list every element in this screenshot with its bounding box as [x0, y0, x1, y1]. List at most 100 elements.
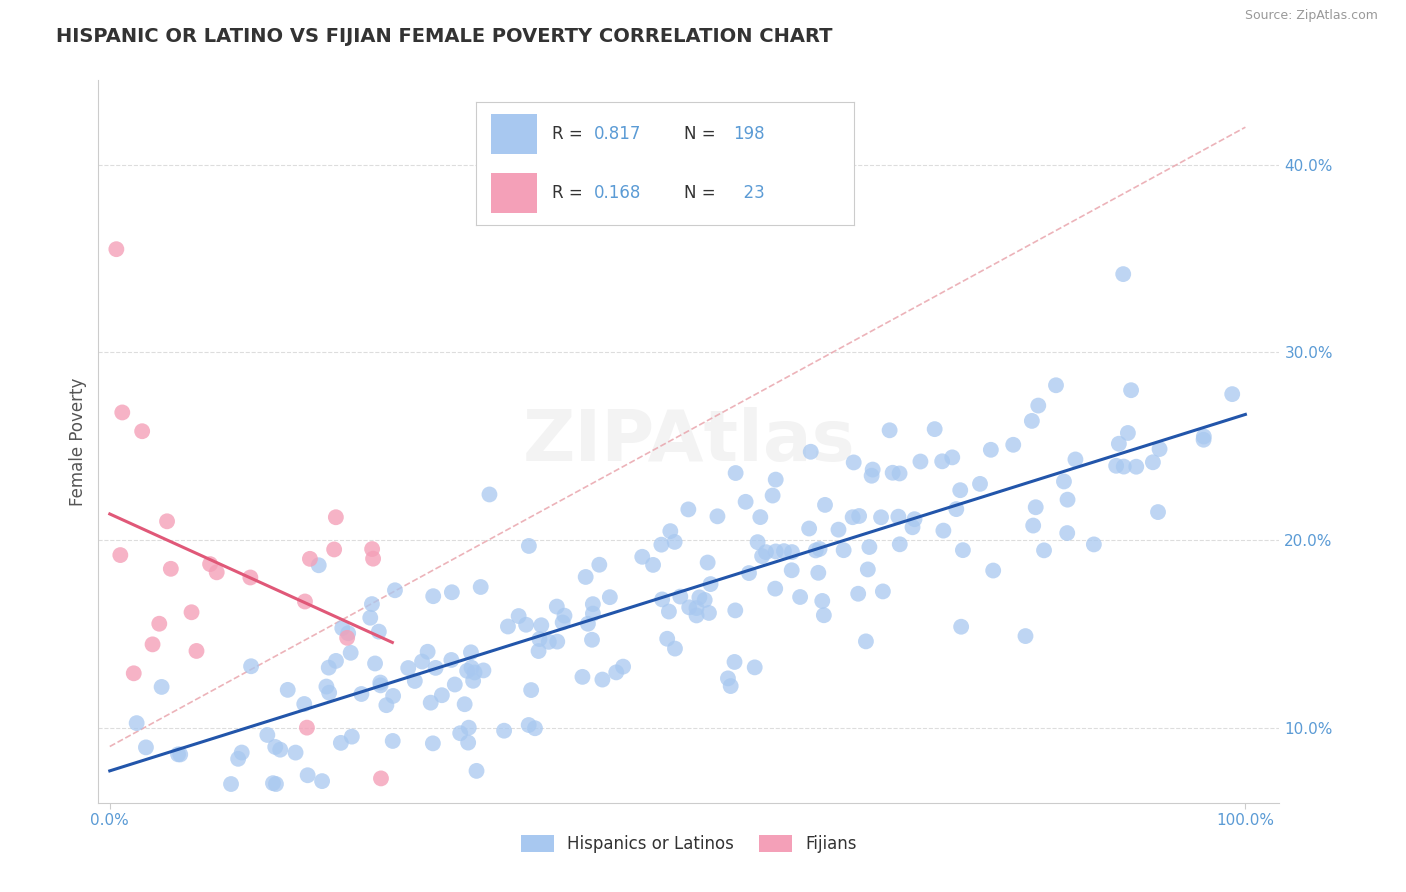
Point [336, 631, 359, 645]
Point [688, 591, 710, 605]
Point [1112, 267, 1135, 281]
Point [910, 454, 932, 468]
Point [931, 454, 953, 468]
Point [308, 558, 330, 573]
Point [465, 764, 488, 778]
Point [368, 675, 391, 690]
Point [546, 599, 568, 614]
Point [658, 605, 681, 619]
Point [571, 670, 593, 684]
Point [262, 776, 284, 790]
Point [370, 772, 392, 786]
Point [396, 661, 419, 675]
Point [945, 502, 967, 516]
Point [318, 660, 340, 674]
Point [523, 721, 546, 735]
Point [453, 697, 475, 711]
Point [941, 450, 963, 465]
Point [440, 585, 463, 599]
Point [463, 673, 485, 688]
Point [789, 590, 811, 604]
Point [219, 777, 242, 791]
Point [751, 549, 773, 563]
Point [131, 424, 153, 438]
Point [855, 634, 877, 648]
Y-axis label: Female Poverty: Female Poverty [69, 377, 87, 506]
Point [697, 606, 720, 620]
Point [1108, 436, 1130, 450]
Point [1116, 425, 1139, 440]
Text: HISPANIC OR LATINO VS FIJIAN FEMALE POVERTY CORRELATION CHART: HISPANIC OR LATINO VS FIJIAN FEMALE POVE… [56, 27, 832, 45]
Point [329, 736, 352, 750]
Point [478, 487, 501, 501]
Point [744, 660, 766, 674]
Point [858, 540, 880, 554]
Point [1142, 455, 1164, 469]
Point [889, 537, 911, 551]
Point [780, 563, 803, 577]
Point [160, 562, 183, 576]
Point [520, 683, 543, 698]
Point [581, 632, 603, 647]
Point [901, 520, 924, 534]
Point [361, 542, 384, 557]
Point [860, 468, 883, 483]
Point [1014, 629, 1036, 643]
Point [969, 476, 991, 491]
Point [530, 618, 553, 632]
Point [738, 566, 761, 580]
Point [284, 746, 307, 760]
Point [361, 551, 384, 566]
Point [205, 566, 228, 580]
Point [755, 545, 778, 559]
Point [457, 721, 479, 735]
Point [773, 544, 796, 558]
Point [797, 522, 820, 536]
Point [1025, 500, 1047, 515]
Point [294, 594, 316, 608]
Point [814, 498, 837, 512]
Point [404, 673, 426, 688]
Point [765, 544, 787, 558]
Point [323, 542, 346, 557]
Point [1083, 537, 1105, 551]
Point [1119, 383, 1142, 397]
Point [582, 607, 605, 621]
Point [457, 736, 479, 750]
Point [832, 543, 855, 558]
Point [1192, 429, 1215, 443]
Point [724, 466, 747, 480]
Point [685, 608, 707, 623]
Point [470, 580, 492, 594]
Point [1033, 543, 1056, 558]
Point [734, 495, 756, 509]
Point [1105, 458, 1128, 473]
Point [903, 512, 925, 526]
Point [763, 582, 786, 596]
Point [350, 687, 373, 701]
Point [1053, 475, 1076, 489]
Point [515, 617, 537, 632]
Point [430, 688, 453, 702]
Point [330, 621, 353, 635]
Point [318, 686, 340, 700]
Point [359, 611, 381, 625]
Point [685, 601, 707, 615]
Point [747, 535, 769, 549]
Point [765, 473, 787, 487]
Point [325, 510, 347, 524]
Point [135, 740, 157, 755]
Point [384, 583, 406, 598]
Point [706, 509, 728, 524]
Point [464, 665, 486, 680]
Point [553, 608, 575, 623]
Point [370, 678, 392, 692]
Point [198, 557, 221, 571]
Point [575, 570, 598, 584]
Point [122, 666, 145, 681]
Point [1147, 505, 1170, 519]
Point [527, 644, 550, 658]
Point [156, 514, 179, 528]
Point [440, 653, 463, 667]
Point [494, 723, 516, 738]
